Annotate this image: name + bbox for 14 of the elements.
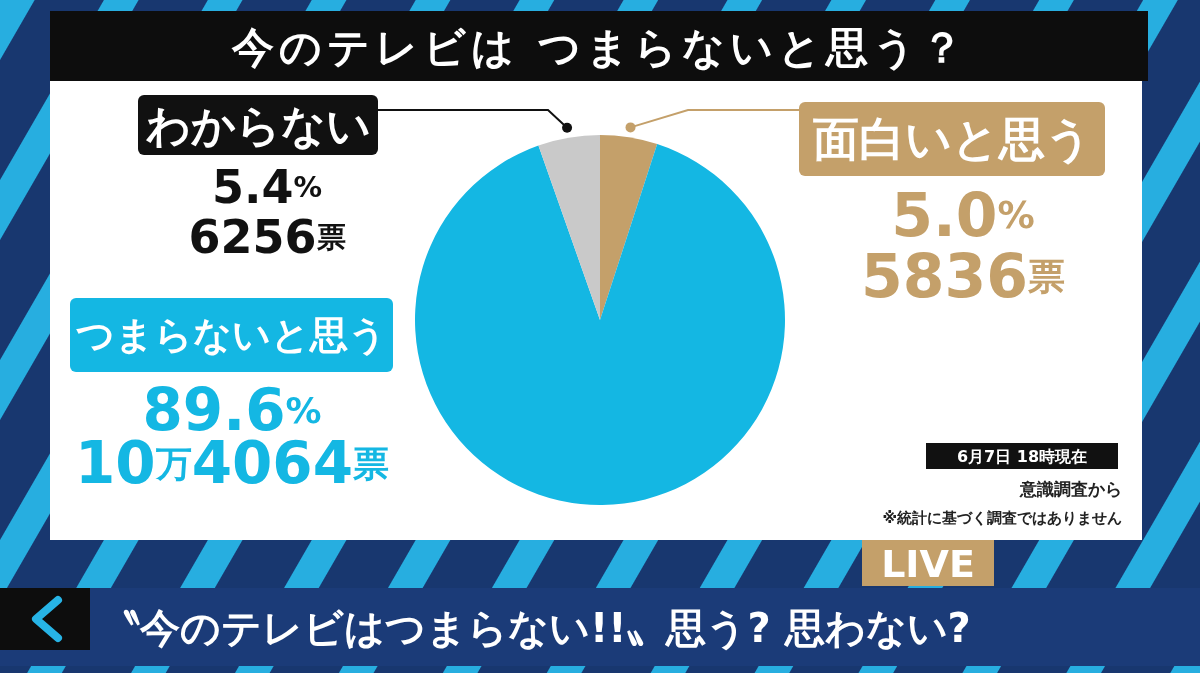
slice-label: わからない <box>145 99 371 151</box>
text: 意識調査から <box>1019 479 1122 499</box>
slice-label: つまらないと思う <box>76 313 387 357</box>
chart-title: 今のテレビは つまらないと思う？ <box>230 22 969 72</box>
text: 〝今のテレビはつまらない!!〟思う? 思わない? <box>100 605 971 651</box>
data-label: 5.4% 6256票 <box>188 160 346 264</box>
pie-slice <box>415 144 785 505</box>
pie-slice <box>538 135 600 320</box>
text: ※統計に基づく調査ではありません <box>882 509 1122 527</box>
pie-slice <box>600 135 658 320</box>
data-label: 5.0% 5836票 <box>861 180 1065 311</box>
slice-label: 面白いと思う <box>812 112 1092 166</box>
text: 6月7日 18時現在 <box>956 446 1088 466</box>
text: LIVE <box>881 542 975 586</box>
